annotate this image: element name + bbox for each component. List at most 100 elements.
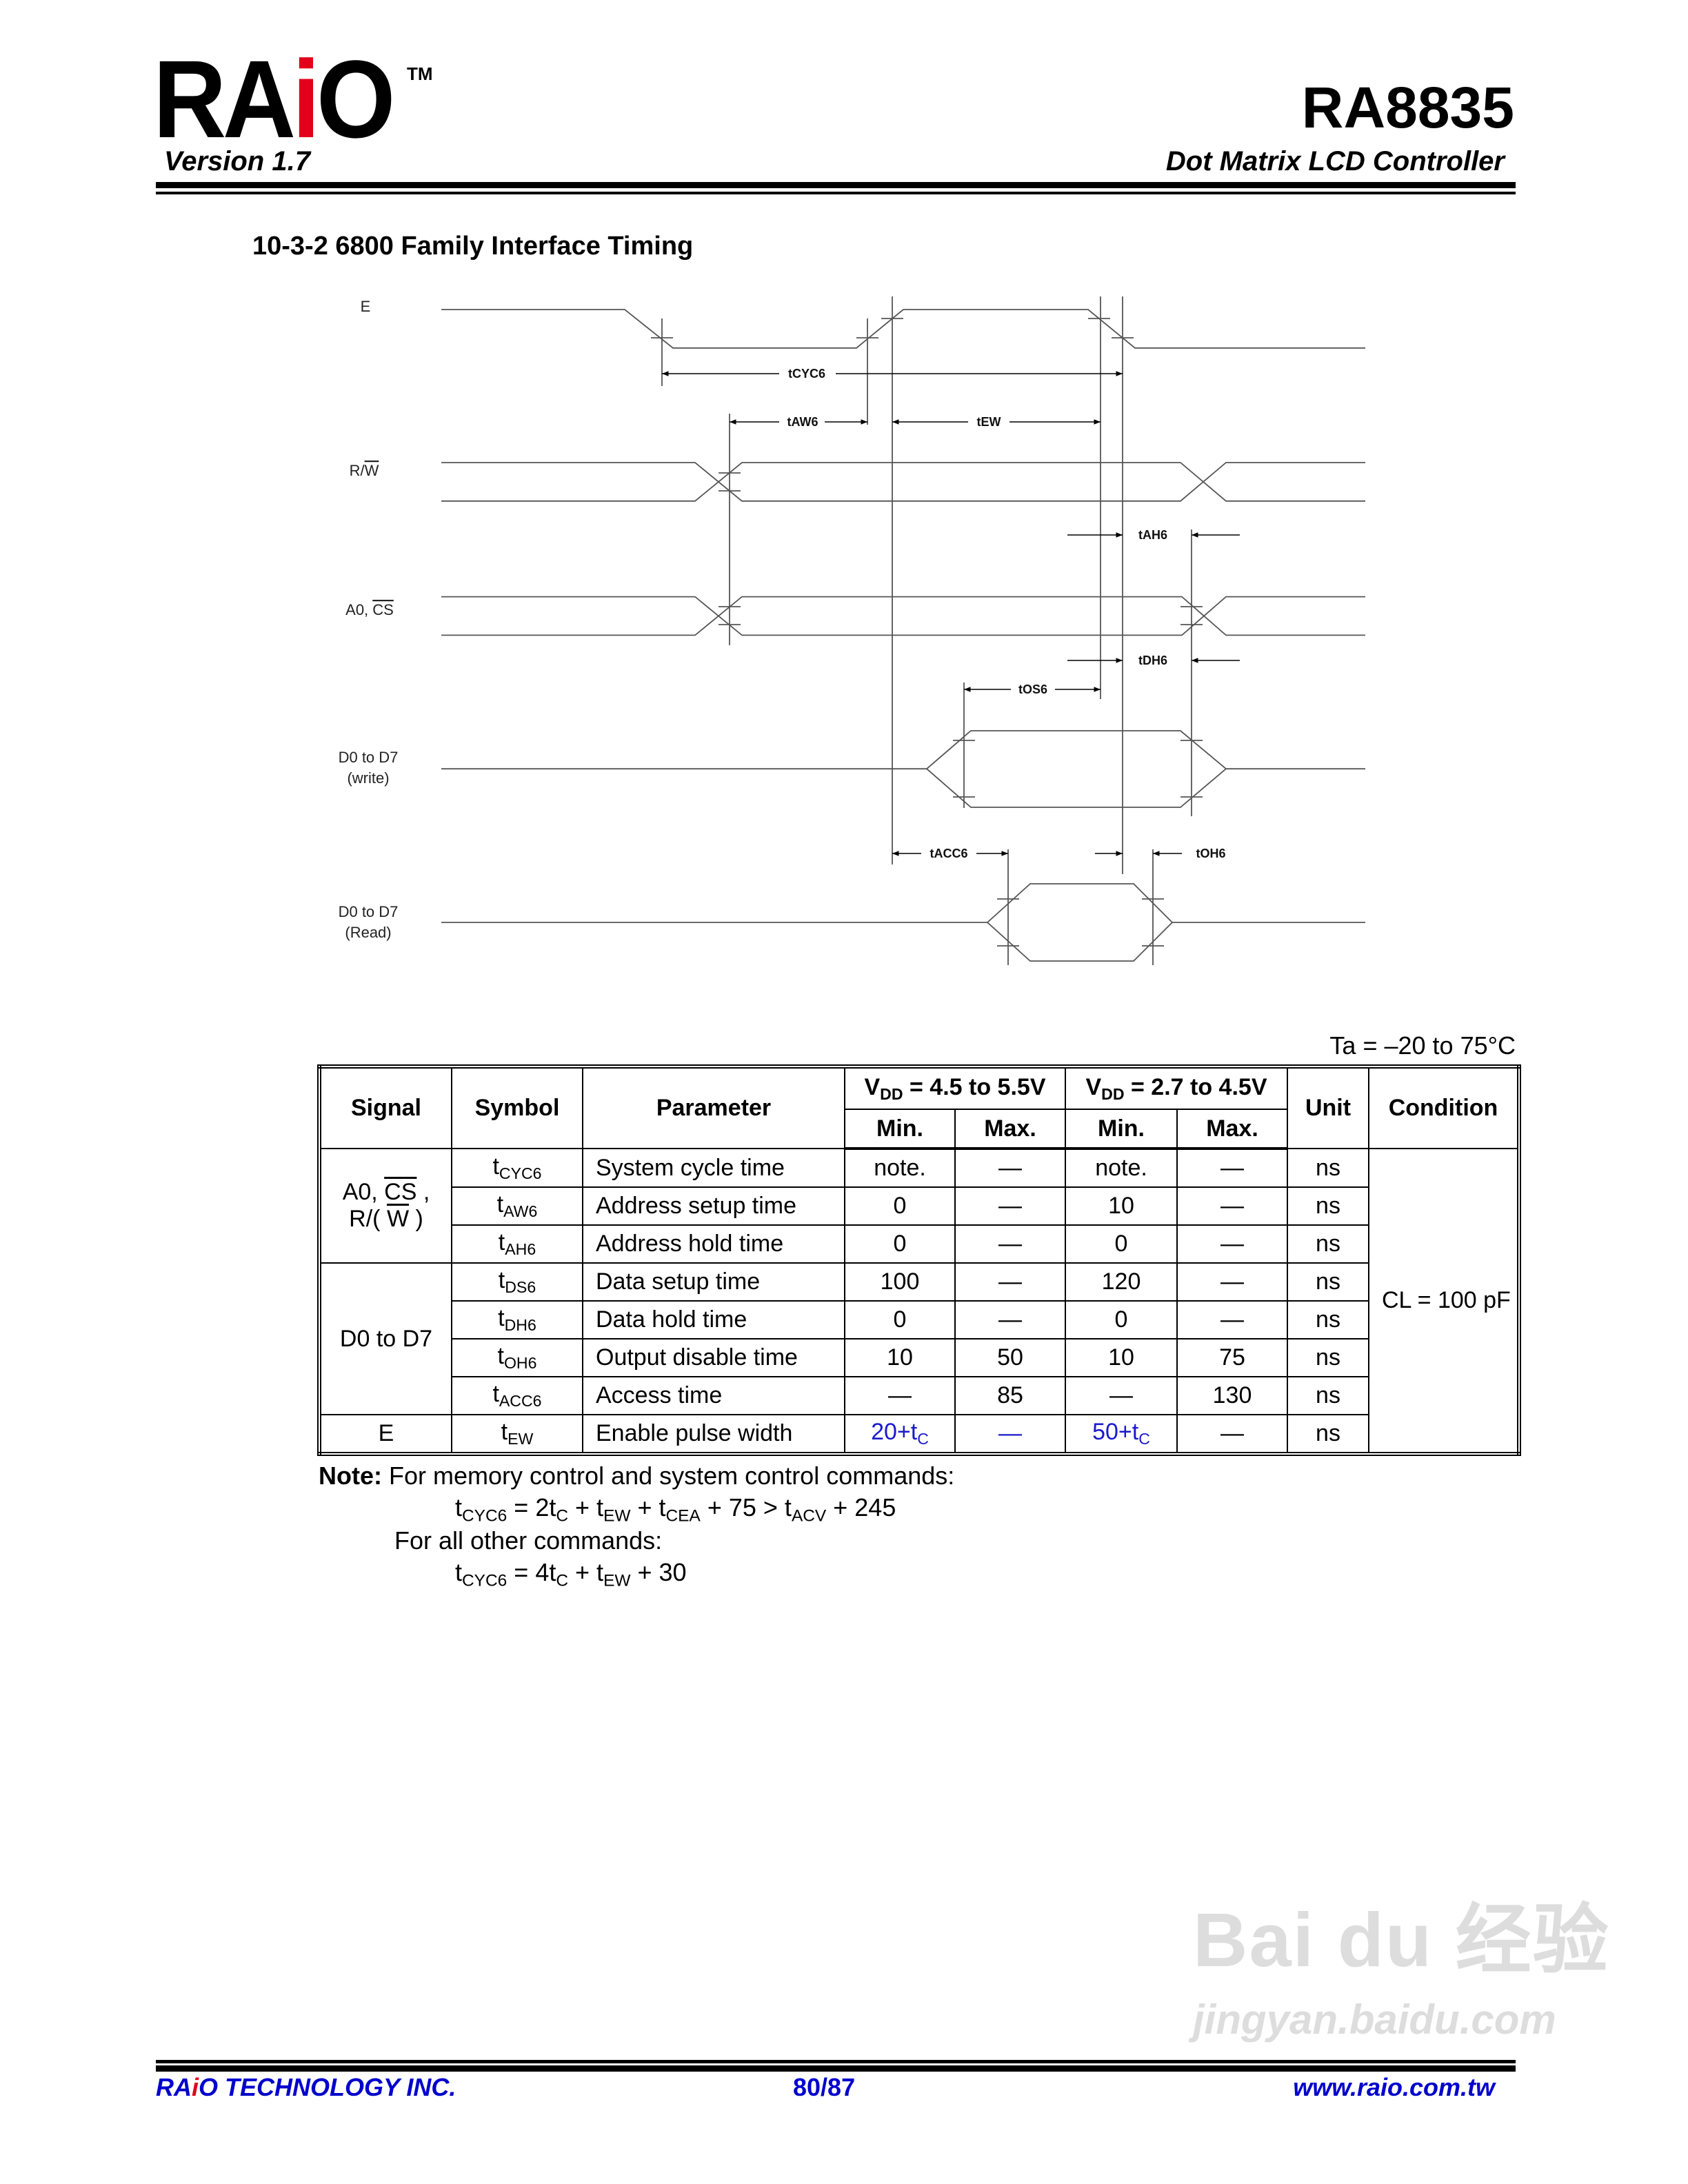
note-line-2: For all other commands: <box>394 1526 663 1555</box>
timing-label-tdh6: tDH6 <box>1138 654 1167 667</box>
table-row: tACC6 Access time —85—130 ns <box>319 1376 1519 1415</box>
logo-o: O <box>316 37 396 161</box>
condition-cell: CL = 100 pF <box>1368 1148 1520 1455</box>
signal-label-e: E <box>361 298 371 315</box>
signal-group-data: D0 to D7 <box>319 1262 452 1415</box>
value-cell-max1: 85 <box>954 1376 1066 1415</box>
version-label: Version 1.7 <box>164 146 310 176</box>
value-cell-max1: — <box>954 1186 1066 1226</box>
logo-i: i <box>292 37 321 161</box>
parameter-cell: System cycle time <box>582 1148 845 1188</box>
table-row: A0, CS , R/( W ) tCYC6 System cycle time not… <box>319 1148 1520 1455</box>
page-number: 80/87 <box>793 2073 856 2101</box>
waveform-a0-bottom <box>441 596 1365 636</box>
timing-label-tah6: tAH6 <box>1138 528 1167 542</box>
value-cell-min2: 10 <box>1065 1186 1178 1226</box>
symbol-cell: tACC6 <box>451 1376 583 1415</box>
waveform-data-write-valid <box>925 730 1227 808</box>
trademark-mark: TM <box>407 63 433 84</box>
header-condition: Condition <box>1368 1066 1520 1149</box>
footer-rule-thin <box>156 2060 1516 2063</box>
parameter-cell: Output disable time <box>582 1338 845 1377</box>
symbol-cell: tOH6 <box>451 1338 583 1377</box>
value-cell-max2: — <box>1176 1414 1288 1455</box>
value-cell-min2: 0 <box>1065 1224 1178 1264</box>
note-line-1: Note: For memory control and system cont… <box>319 1462 955 1490</box>
timing-label-taw6: tAW6 <box>787 415 818 429</box>
unit-cell: ns <box>1287 1262 1369 1302</box>
value-cell-max2: — <box>1176 1148 1288 1188</box>
value-cell-max1: — <box>954 1224 1066 1264</box>
value-cell-min1: 0 <box>844 1224 956 1264</box>
value-cell-max1: — <box>954 1414 1066 1455</box>
value-cell-max2: — <box>1176 1262 1288 1302</box>
footer-rule-thick <box>156 2065 1516 2072</box>
signal-group-enable: E <box>319 1414 452 1455</box>
waveform-rw-top <box>441 462 1365 502</box>
waveform-e <box>441 309 1365 349</box>
value-cell-max2: — <box>1176 1300 1288 1339</box>
header-unit: Unit <box>1287 1066 1369 1149</box>
waveform-data-read-valid <box>986 883 1174 962</box>
timing-spec-table: Signal Symbol Parameter VDD = 4.5 to 5.5… <box>317 1064 1521 1456</box>
note-formula-1: tCYC6 = 2tC + tEW + tCEA + 75 > tACV + 2… <box>455 1493 896 1526</box>
value-cell-min1: 0 <box>844 1186 956 1226</box>
unit-cell: ns <box>1287 1300 1369 1339</box>
logo-ra: RA <box>153 37 296 161</box>
parameter-cell: Enable pulse width <box>582 1414 845 1455</box>
timing-label-tacc6: tACC6 <box>930 847 967 860</box>
symbol-cell: tAW6 <box>451 1186 583 1226</box>
table-row: tDH6 Data hold time 0—0— ns <box>319 1300 1519 1339</box>
unit-cell: ns <box>1287 1338 1369 1377</box>
note-formula-2: tCYC6 = 4tC + tEW + 30 <box>455 1558 687 1590</box>
table-row: tAH6 Address hold time 0—0— ns <box>319 1224 1519 1264</box>
product-subtitle: Dot Matrix LCD Controller <box>1165 146 1505 176</box>
header-symbol: Symbol <box>451 1066 583 1149</box>
footer-company: RAiO TECHNOLOGY INC. <box>156 2073 456 2101</box>
signal-group-address: A0, CS , R/( W ) <box>319 1148 452 1264</box>
watermark-brand: Bai du 经验 <box>1193 1898 1610 1983</box>
table-row: tOH6 Output disable time 10 50 10 75 ns <box>319 1338 1519 1377</box>
signal-label-data-read-sub: (Read) <box>345 924 391 941</box>
header-max-2: Max. <box>1176 1109 1288 1150</box>
ambient-temperature: Ta = –20 to 75°C <box>1329 1031 1516 1060</box>
value-cell-max2: 130 <box>1176 1376 1288 1415</box>
parameter-cell: Address hold time <box>582 1224 845 1264</box>
waveform-a0-top <box>441 596 1365 636</box>
value-cell-max2: — <box>1176 1186 1288 1226</box>
value-cell-max2: 75 <box>1176 1338 1288 1377</box>
timing-diagram: E R/W A0, CS D0 to D7 (write) D0 to D7 (… <box>339 296 1365 965</box>
watermark-url: jingyan.baidu.com <box>1193 1996 1556 2043</box>
signal-label-data-write: D0 to D7 <box>339 749 399 766</box>
parameter-cell: Access time <box>582 1376 845 1415</box>
value-cell-min2: — <box>1065 1376 1178 1415</box>
value-cell-max1: — <box>954 1148 1066 1188</box>
signal-label-rw: R/W <box>350 462 379 479</box>
note-label: Note: <box>319 1462 382 1490</box>
table-row: tAW6 Address setup time 0—10— ns <box>319 1186 1519 1226</box>
header-vdd-high: VDD = 4.5 to 5.5V <box>844 1066 1066 1110</box>
header-max-1: Max. <box>954 1109 1066 1150</box>
product-name: RA8835 <box>1301 75 1514 140</box>
parameter-cell: Data hold time <box>582 1300 845 1339</box>
signal-label-data-write-sub: (write) <box>347 769 389 787</box>
value-cell-max1: 50 <box>954 1338 1066 1377</box>
unit-cell: ns <box>1287 1376 1369 1415</box>
parameter-cell: Data setup time <box>582 1262 845 1302</box>
signal-label-a0-cs: A0, CS <box>345 601 394 618</box>
table-row: D0 to D7 tDS6 Data setup time 100—120— ns <box>319 1262 1519 1415</box>
value-cell-min1: 20+tC <box>844 1414 956 1455</box>
value-cell-min2: 50+tC <box>1065 1414 1178 1455</box>
symbol-cell: tAH6 <box>451 1224 583 1264</box>
header-rule-thin <box>156 192 1516 194</box>
value-cell-min1: — <box>844 1376 956 1415</box>
header-rule-thick <box>156 182 1516 188</box>
value-cell-min2: 0 <box>1065 1300 1178 1339</box>
header-parameter: Parameter <box>582 1066 845 1149</box>
symbol-cell: tDH6 <box>451 1300 583 1339</box>
value-cell-min2: 10 <box>1065 1338 1178 1377</box>
footer-website[interactable]: www.raio.com.tw <box>1293 2073 1495 2101</box>
timing-label-tos6: tOS6 <box>1018 682 1047 696</box>
unit-cell: ns <box>1287 1186 1369 1226</box>
